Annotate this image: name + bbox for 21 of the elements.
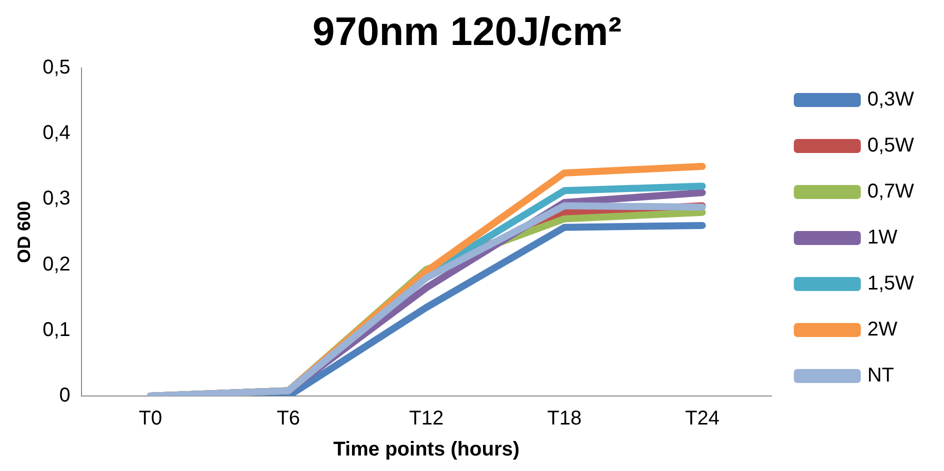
legend-label: 0,3W — [867, 88, 914, 111]
y-axis-title: OD 600 — [14, 200, 34, 264]
y-tick-label: 0,4 — [42, 122, 70, 144]
x-tick-label: T6 — [276, 408, 300, 430]
legend-label: 0,5W — [867, 134, 914, 157]
x-tick-label: T12 — [409, 408, 444, 430]
y-tick-label: 0,2 — [42, 253, 70, 276]
x-tick-label: T18 — [547, 408, 582, 430]
x-tick-label: T0 — [138, 408, 162, 430]
y-tick-label: 0,5 — [42, 56, 70, 79]
legend-label: NT — [867, 364, 894, 387]
legend-label: 1W — [867, 226, 898, 249]
chart-title: 970nm 120J/cm² — [312, 10, 622, 54]
legend-label: 0,7W — [867, 180, 914, 203]
y-tick-label: 0 — [59, 384, 70, 407]
x-tick-label: T24 — [685, 408, 720, 430]
y-tick-label: 0,3 — [42, 188, 70, 210]
y-tick-label: 0,1 — [42, 318, 70, 341]
x-axis-title: Time points (hours) — [333, 438, 520, 461]
legend-label: 1,5W — [867, 272, 914, 295]
legend-label: 2W — [867, 318, 898, 341]
